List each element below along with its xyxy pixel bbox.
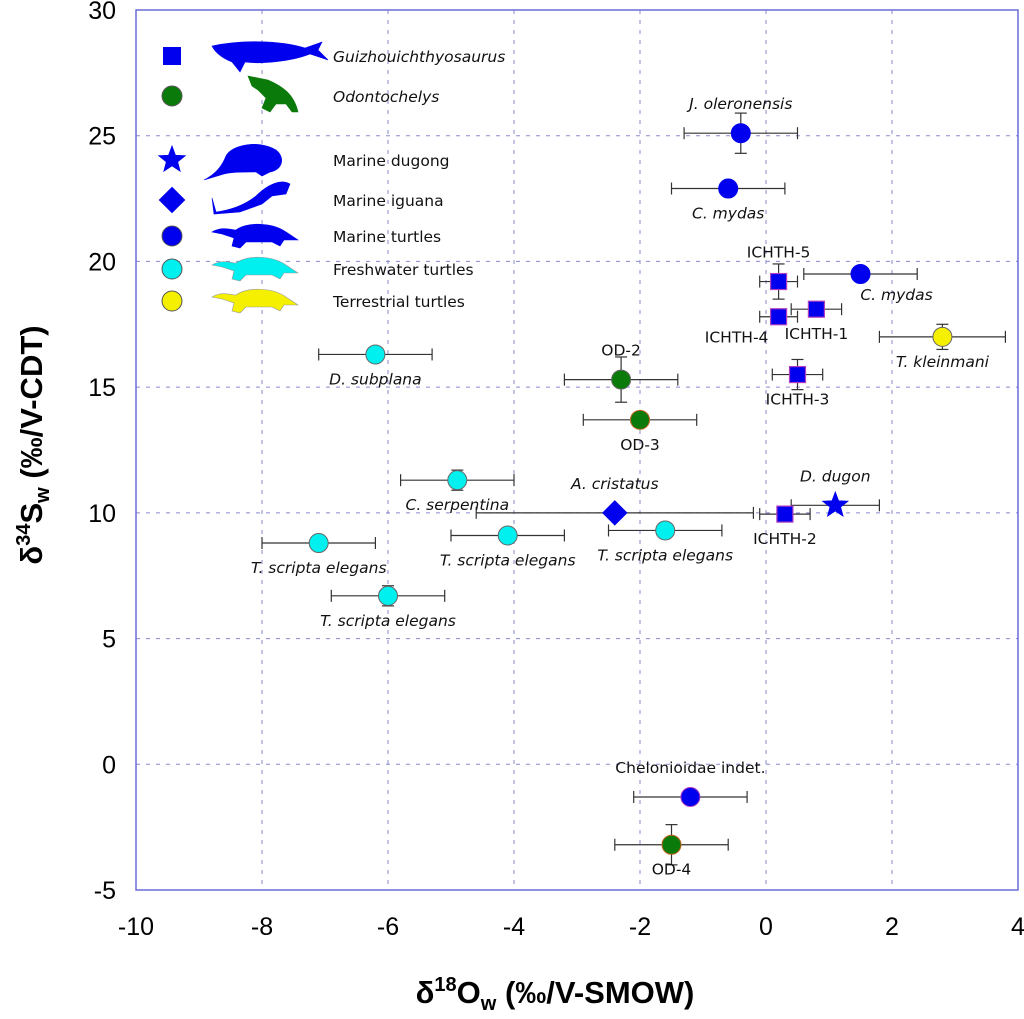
data-point-circle: [680, 786, 701, 807]
data-point-square: [788, 365, 807, 384]
point-label: T. scripta elegans: [440, 551, 576, 569]
x-tick-label: -2: [629, 913, 651, 941]
y-tick-label: 5: [102, 626, 116, 654]
x-tick-label: -10: [118, 913, 154, 941]
point-label: ICHTH-3: [766, 391, 830, 409]
legend-entry: Marine turtles: [161, 223, 441, 249]
data-point-circle: [611, 369, 632, 390]
legend-label: Marine dugong: [333, 152, 450, 170]
legend-label: Marine iguana: [333, 192, 444, 210]
point-label: OD-2: [601, 342, 641, 360]
legend-entry: Terrestrial turtles: [161, 288, 465, 314]
x-tick-label: 0: [759, 913, 773, 941]
point-label: D. subplana: [329, 370, 422, 388]
point-label: T. kleinmani: [896, 353, 990, 371]
legend-entry: Freshwater turtles: [161, 256, 474, 282]
y-tick-label: 20: [88, 248, 116, 276]
y-tick-label: 25: [88, 123, 116, 151]
legend-marker-circle: [161, 85, 183, 107]
point-labels: J. oleronensis C. mydas C. mydas ICHTH-5 ICH…: [251, 95, 990, 879]
legend-entry: Marine dugong: [157, 144, 450, 181]
data-point-square: [769, 308, 788, 326]
turtle-icon: [211, 223, 299, 249]
legend-marker-square: [163, 46, 182, 65]
point-label: ICHTH-4: [705, 329, 769, 347]
data-point-star: [821, 490, 850, 517]
legend-label: Guizhouichthyosaurus: [333, 48, 505, 66]
data-point-circle: [308, 533, 329, 554]
y-tick-label: 0: [102, 751, 116, 779]
ichthyosaur-icon: [211, 41, 329, 73]
grid-lines: [136, 10, 1018, 890]
point-label: A. cristatus: [570, 475, 659, 493]
x-tick-label: -6: [377, 913, 399, 941]
x-tick-label: 2: [885, 913, 899, 941]
y-tick-label: 10: [88, 500, 116, 528]
y-tick-label: -5: [94, 877, 116, 905]
y-axis-ticks: -5 0 5 10 15 20 25 30: [88, 0, 116, 905]
legend-marker-circle: [161, 258, 183, 280]
data-point-square: [776, 505, 794, 523]
data-point-circle: [730, 123, 751, 144]
x-tick-label: -4: [503, 913, 525, 941]
legend-marker-diamond: [158, 186, 186, 214]
x-axis-ticks: -10 -8 -6 -4 -2 0 2 4: [118, 913, 1024, 941]
legend: Guizhouichthyosaurus Odontochelys Marine d…: [157, 41, 505, 314]
legend-marker-circle: [161, 290, 183, 312]
point-label: T. scripta elegans: [597, 546, 733, 564]
data-point-square: [807, 300, 826, 318]
legend-entry: Odontochelys: [161, 75, 439, 113]
legend-entry: Marine iguana: [158, 181, 444, 215]
data-point-circle: [655, 520, 676, 541]
point-label: C. mydas: [692, 205, 764, 223]
dugong-icon: [203, 144, 282, 181]
point-label: Chelonioidae indet.: [615, 759, 765, 777]
y-tick-label: 15: [88, 374, 116, 402]
data-point-circle: [718, 178, 739, 199]
point-label: C. mydas: [860, 286, 932, 304]
point-label: C. serpentina: [406, 496, 510, 514]
odontochelys-icon: [247, 75, 299, 113]
x-tick-label: -8: [251, 913, 273, 941]
data-point-circle: [932, 326, 953, 347]
data-point-circle: [447, 470, 468, 491]
data-point-circle: [365, 344, 386, 365]
point-label: T. scripta elegans: [251, 559, 387, 577]
data-point-square: [769, 272, 788, 291]
y-axis-title: δ34Sw (‰/V-CDT): [13, 325, 54, 564]
data-point-circle: [378, 585, 398, 606]
data-point-circle: [850, 264, 871, 284]
x-tick-label: 4: [1011, 913, 1024, 941]
legend-marker-circle: [161, 225, 183, 247]
turtle-icon: [211, 288, 299, 314]
point-label: OD-3: [620, 436, 660, 454]
iguana-icon: [211, 181, 291, 215]
legend-label: Terrestrial turtles: [332, 293, 465, 311]
legend-label: Marine turtles: [333, 228, 441, 246]
point-label: J. oleronensis: [686, 95, 792, 113]
legend-marker-star: [157, 144, 187, 173]
point-label: ICHTH-2: [753, 530, 817, 548]
data-point-diamond: [602, 500, 628, 526]
x-axis-title: δ18Ow (‰/V-SMOW): [416, 974, 695, 1015]
point-label: ICHTH-5: [747, 244, 811, 262]
legend-entry: Guizhouichthyosaurus: [163, 41, 505, 73]
point-label: ICHTH-1: [785, 325, 849, 343]
point-label: OD-4: [652, 861, 692, 879]
y-tick-label: 30: [88, 0, 116, 25]
data-point-circle: [630, 409, 650, 430]
turtle-icon: [211, 256, 299, 282]
data-point-circle: [497, 525, 518, 546]
data-markers: [308, 123, 953, 855]
data-point-circle: [661, 834, 682, 855]
legend-label: Freshwater turtles: [333, 261, 474, 279]
point-label: D. dugon: [800, 467, 871, 485]
point-label: T. scripta elegans: [320, 612, 456, 630]
legend-label: Odontochelys: [333, 88, 439, 106]
plot-frame: [135, 9, 1019, 891]
